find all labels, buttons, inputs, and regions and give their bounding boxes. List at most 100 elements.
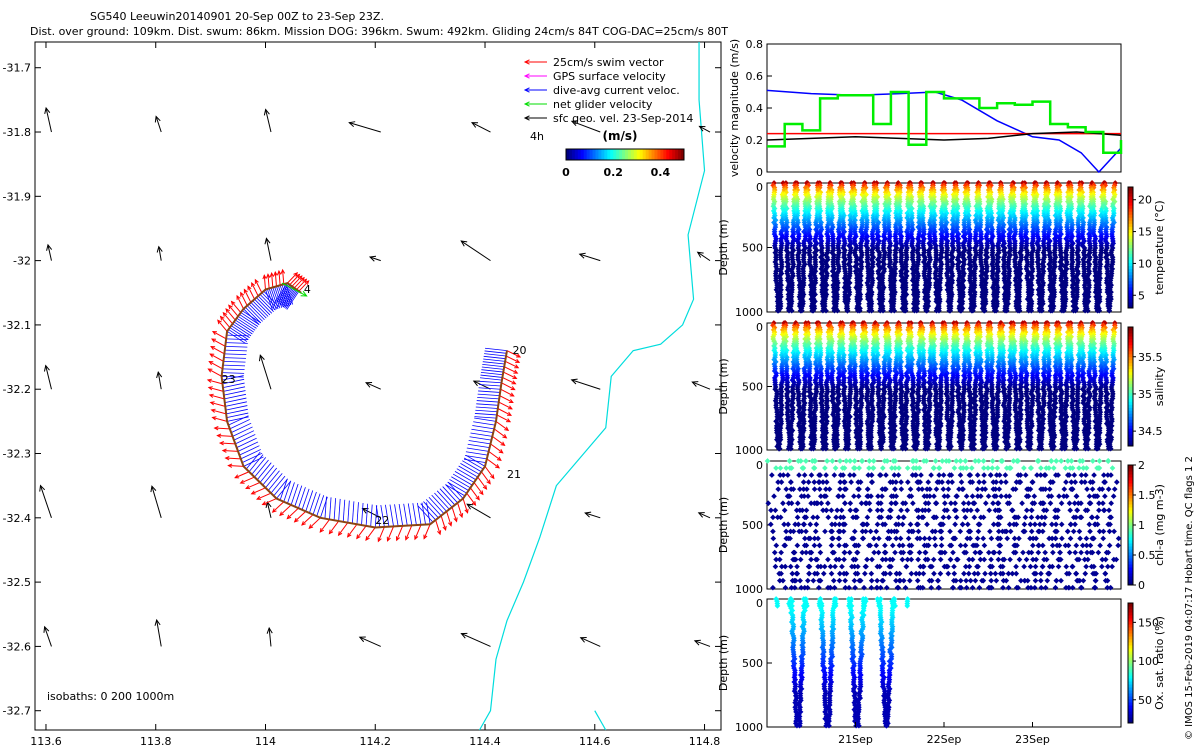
- swim-vector-shaft: [497, 408, 512, 416]
- current-vector: [361, 502, 364, 526]
- swim-vector-shaft: [462, 498, 469, 513]
- swim-vector: [473, 482, 484, 496]
- swim-vector-shaft: [356, 525, 367, 539]
- temperature-colorbar-step: [1128, 202, 1133, 206]
- colorbar-tick-label: 0.4: [651, 166, 671, 179]
- map-xtick-label: 114.4: [469, 735, 501, 748]
- map-colorbar-step: [675, 149, 679, 160]
- salinity-colorbar: [1127, 326, 1134, 447]
- salinity-colorbar-step: [1128, 347, 1133, 352]
- salinity-colorbar-step: [1128, 401, 1133, 405]
- map-colorbar-step: [627, 149, 632, 160]
- current-vector: [484, 353, 507, 357]
- sfc-geo-vel-arrow-head: [579, 637, 587, 643]
- sfc-geo-vel-arrow: [154, 618, 162, 647]
- header-line-2: Dist. over ground: 109km. Dist. swum: 86…: [30, 25, 728, 38]
- day-label: 22: [375, 514, 389, 527]
- sfc-geo-vel-arrow-shaft: [157, 372, 162, 390]
- swim-vector-head: [464, 508, 469, 514]
- legend-label: sfc geo. vel. 23-Sep-2014: [553, 112, 693, 125]
- velocity-ytick-label: 0.6: [746, 70, 764, 83]
- sfc-geo-vel-arrow: [263, 108, 272, 133]
- velocity-ytick-label: 0.8: [746, 38, 764, 51]
- current-vector: [476, 400, 499, 403]
- current-vector: [412, 503, 417, 526]
- map-colorbar-step: [607, 149, 611, 160]
- map-ytick-label: -32.5: [3, 576, 31, 589]
- salinity-colorbar-step: [1128, 422, 1133, 426]
- swim-vector-shaft: [499, 395, 514, 403]
- salinity-colorbar-step: [1128, 368, 1133, 373]
- map-colorbar-step: [595, 149, 599, 160]
- salinity-colorbar-step: [1128, 377, 1133, 382]
- swim-vector: [506, 350, 522, 358]
- map-colorbar-step: [583, 149, 588, 160]
- sfc-geo-vel-arrow-head: [266, 626, 273, 634]
- swim-vector-head: [502, 434, 508, 439]
- sfc-geo-vel-arrow-shaft: [466, 503, 491, 519]
- salinity-colorbar-step: [1128, 392, 1133, 396]
- sfc-geo-vel-arrow-shaft: [369, 256, 381, 262]
- temperature-ytick-label: 500: [742, 242, 763, 255]
- current-vector: [403, 503, 408, 526]
- current-vector: [465, 451, 488, 456]
- isobath-0m: [479, 42, 706, 731]
- salinity-colorbar-step: [1128, 410, 1133, 414]
- sfc-geo-vel-arrow-shaft: [158, 246, 162, 261]
- salinity-colorbar-step: [1128, 425, 1133, 429]
- sfc-geo-vel-arrow: [698, 125, 711, 133]
- salinity-colorbar-step: [1128, 332, 1133, 337]
- swim-vector: [395, 525, 404, 542]
- sfc-geo-vel-arrow: [584, 511, 601, 519]
- sfc-geo-vel-arrow-head: [697, 512, 705, 518]
- current-vector: [449, 479, 469, 491]
- salinity-colorbar-step: [1128, 416, 1133, 420]
- temperature-colorbar-step: [1128, 232, 1133, 236]
- current-vector: [460, 462, 480, 475]
- swim-vector: [484, 466, 495, 480]
- swim-vector-shaft: [423, 524, 431, 539]
- salinity-colorbar-step: [1128, 380, 1133, 385]
- swim-vector-head: [506, 418, 512, 423]
- salinity-colorbar-step: [1128, 353, 1133, 358]
- current-vector: [458, 465, 478, 478]
- swim-vector-head: [508, 398, 514, 403]
- velocity-ylabel: velocity magnitude (m/s): [728, 39, 741, 177]
- current-vector: [389, 504, 394, 527]
- current-vector: [425, 499, 442, 516]
- current-vector: [431, 494, 447, 512]
- current-vector: [452, 473, 473, 486]
- isobath-200m: [594, 710, 607, 731]
- sfc-geo-vel-arrow-shaft: [461, 633, 491, 647]
- swim-vector: [440, 515, 447, 532]
- swim-vector-shaft: [446, 511, 452, 526]
- current-vector: [385, 504, 390, 527]
- swim-vector-head: [442, 525, 447, 532]
- current-vector: [464, 455, 487, 460]
- sfc-geo-vel-arrow-head: [460, 632, 468, 639]
- temperature-ytick-label: 1000: [735, 306, 763, 319]
- sfc-geo-vel-arrow-head: [150, 485, 157, 493]
- current-vector: [478, 390, 501, 393]
- map-colorbar-step: [610, 149, 614, 160]
- swim-vector-head: [447, 521, 453, 527]
- map-colorbar-step: [574, 149, 579, 160]
- swim-vector: [490, 443, 504, 454]
- swim-vector: [503, 371, 518, 379]
- temperature-colorbar-step: [1128, 226, 1133, 230]
- map-colorbar-step: [630, 149, 635, 160]
- swim-vector: [423, 524, 431, 540]
- map-xtick-label: 113.6: [30, 735, 62, 748]
- sfc-geo-vel-arrow-head: [368, 255, 377, 262]
- map-ytick-label: -32: [13, 255, 31, 268]
- sfc-geo-vel-arrow-shaft: [571, 120, 601, 133]
- swim-vector-head: [504, 426, 510, 431]
- temperature-colorbar-step: [1128, 259, 1133, 264]
- swim-vector-head: [509, 392, 515, 397]
- sfc-geo-vel-arrow-head: [460, 240, 468, 247]
- sfc-geo-vel-arrow: [570, 120, 601, 133]
- swim-vector: [501, 382, 516, 391]
- sfc-geo-vel-arrow-head: [43, 625, 50, 633]
- swim-vector-head: [515, 358, 521, 363]
- sfc-geo-vel-arrow-head: [698, 125, 706, 132]
